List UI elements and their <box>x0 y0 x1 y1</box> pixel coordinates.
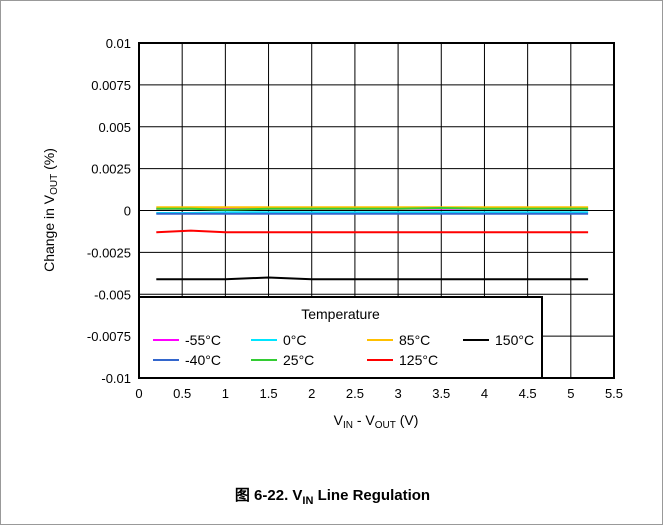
y-tick-label: 0.005 <box>98 120 131 135</box>
y-tick-label: 0.0075 <box>91 78 131 93</box>
series-layer <box>156 206 589 281</box>
series-line-150CC <box>156 276 589 281</box>
x-tick-label: 5 <box>567 386 574 401</box>
line-regulation-chart: Temperature-55°C 0°C 85°C 150°C-40°C 25°C 125… <box>41 36 623 431</box>
y-tick-label: 0.01 <box>106 36 131 51</box>
y-tick-label: 0.0025 <box>91 162 131 177</box>
x-tick-label: 0.5 <box>173 386 191 401</box>
x-tick-label: 4 <box>481 386 488 401</box>
plot-border <box>138 42 615 379</box>
x-tick-label: 4.5 <box>519 386 537 401</box>
series-line-25CC <box>156 206 589 211</box>
legend-box <box>138 296 543 379</box>
x-tick-label: 0 <box>135 386 142 401</box>
legend-label: -40°C <box>185 352 221 368</box>
y-tick-label: -0.0025 <box>87 245 131 260</box>
legend-label: 25°C <box>283 352 314 368</box>
x-tick-label: 2.5 <box>346 386 364 401</box>
y-tick-label: 0 <box>124 204 131 219</box>
x-tick-label: 1.5 <box>260 386 278 401</box>
y-tick-label: -0.01 <box>101 371 131 386</box>
figure-caption: 图 6-22. VIN Line Regulation <box>234 487 431 507</box>
legend-label: -55°C <box>185 332 221 348</box>
legend-label: 125°C <box>399 352 438 368</box>
y-tick-label: -0.005 <box>94 287 131 302</box>
x-tick-label: 1 <box>222 386 229 401</box>
legend: Temperature -55°C 0°C 85°C 150°C -40°C 25°C 125… <box>138 296 543 379</box>
series-line-125CC <box>156 229 589 234</box>
x-tick-label: 3.5 <box>432 386 450 401</box>
tick-labels: 0 0.5 1 1.5 2 2.5 3 3.5 4 4.5 5 5.5 0.01 0.0075 0.005 0… <box>87 36 623 401</box>
x-tick-label: 3 <box>394 386 401 401</box>
x-axis-title: VIN - VOUT (V) <box>334 412 419 431</box>
legend-label: 85°C <box>399 332 430 348</box>
legend-label: 150°C <box>495 332 534 348</box>
x-tick-label: 5.5 <box>605 386 623 401</box>
y-axis-title: Change in VOUT (%) <box>41 148 60 272</box>
y-tick-label: -0.0075 <box>87 329 131 344</box>
series-line-0CC <box>156 211 589 214</box>
legend-title: Temperature <box>301 306 380 322</box>
legend-label: 0°C <box>283 332 307 348</box>
x-tick-label: 2 <box>308 386 315 401</box>
